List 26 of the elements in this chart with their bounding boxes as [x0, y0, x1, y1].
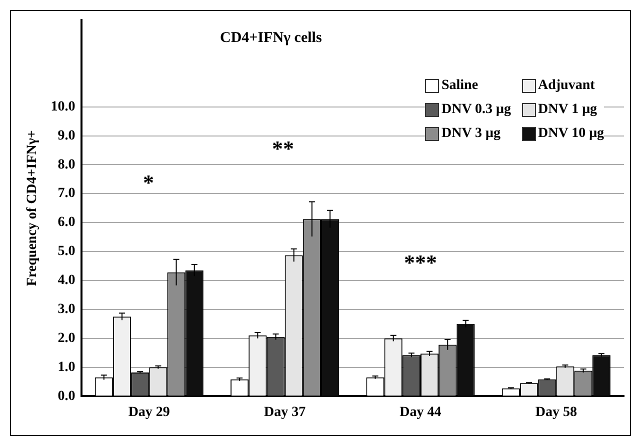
y-tick-label: 4.0 — [58, 273, 76, 288]
y-tick-label: 3.0 — [58, 302, 76, 317]
y-tick-label: 6.0 — [58, 215, 76, 230]
y-tick-label: 2.0 — [58, 330, 76, 346]
x-tick-label: Day 29 — [128, 405, 170, 420]
annotation: *** — [404, 250, 437, 275]
y-tick-label: 10.0 — [50, 99, 76, 114]
legend-label: DNV 0.3 μg — [441, 102, 511, 118]
legend-label: Adjuvant — [538, 78, 595, 94]
y-tick-label: 1.0 — [58, 360, 76, 375]
legend-label: Saline — [441, 78, 478, 94]
y-tick-label: 0.0 — [58, 388, 76, 404]
x-tick-label: Day 44 — [400, 405, 442, 420]
text: CD4+IFNγ cells — [220, 30, 322, 47]
legend-label: DNV 10 μg — [538, 126, 604, 142]
x-tick-label: Day 37 — [264, 405, 306, 420]
y-axis-title: Frequency of CD4+IFNγ+ — [25, 130, 40, 286]
annotation: ** — [272, 136, 294, 161]
legend-label: DNV 1 μg — [538, 102, 597, 118]
y-tick-label: 7.0 — [58, 186, 76, 202]
x-tick-label: Day 58 — [535, 405, 577, 420]
y-tick-label: 5.0 — [58, 244, 76, 260]
legend-label: DNV 3 μg — [441, 126, 500, 142]
annotation: * — [143, 170, 154, 195]
y-tick-label: 9.0 — [58, 128, 76, 144]
y-tick-label: 8.0 — [58, 157, 76, 172]
